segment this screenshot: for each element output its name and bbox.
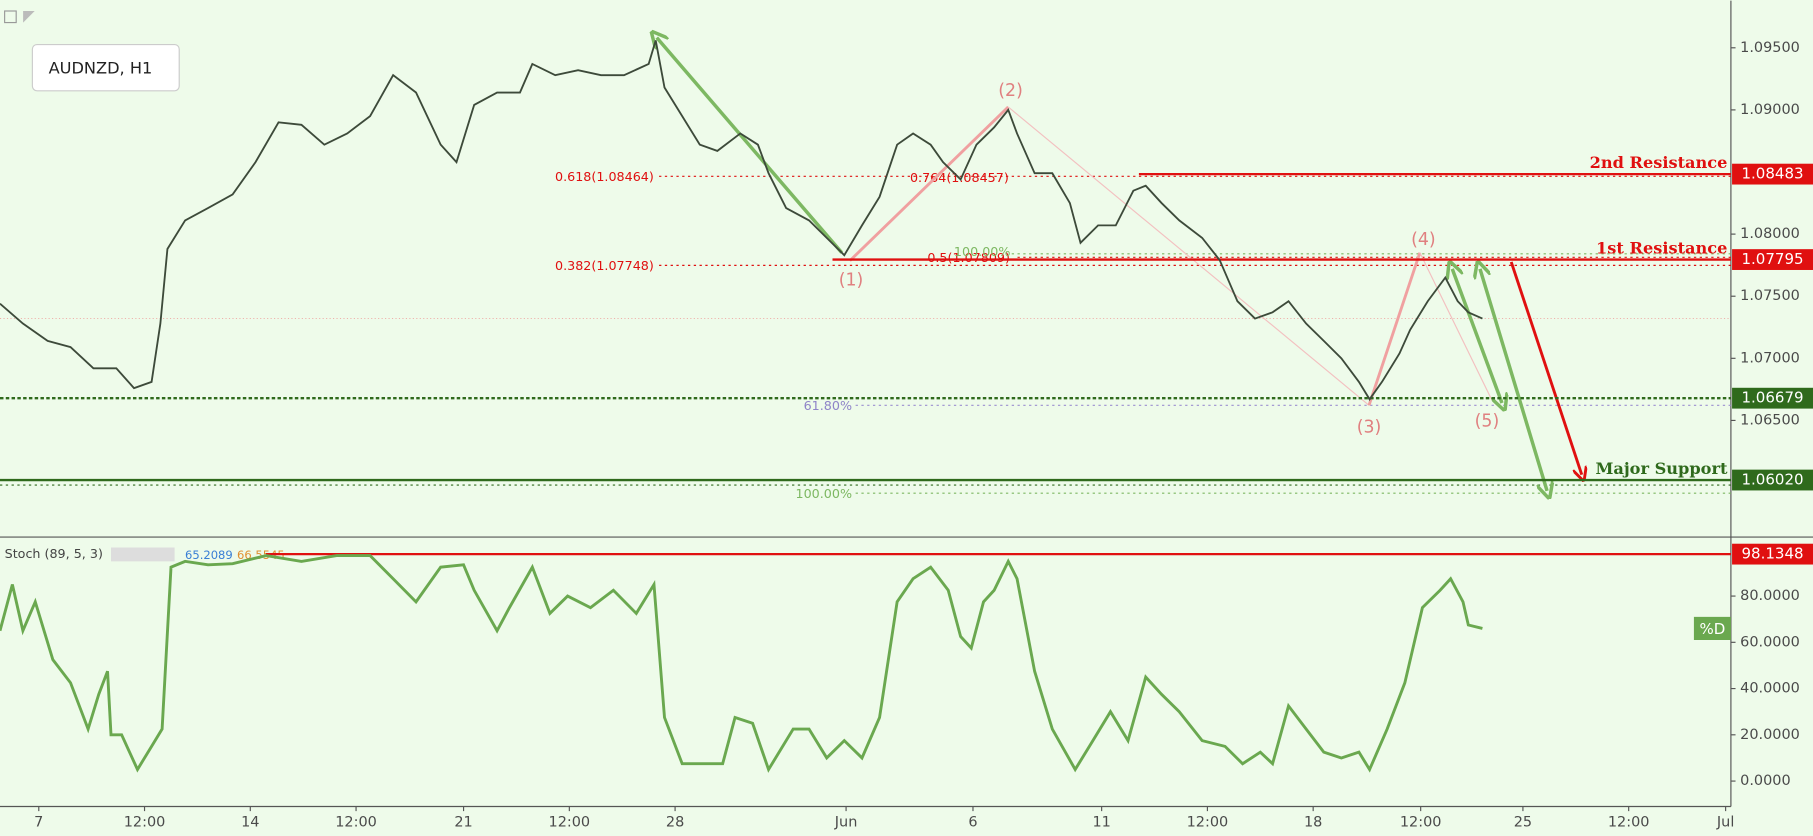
- series-tag: [1693, 616, 1731, 640]
- y-tick-label: 60.0000: [1740, 634, 1800, 650]
- x-tick-label: 28: [666, 815, 684, 831]
- series-line: [0, 554, 1483, 773]
- x-tick-label: 18: [1304, 815, 1322, 831]
- x-tick-label: 7: [34, 815, 43, 831]
- wave-label: (4): [1411, 230, 1436, 250]
- fib-label: 100.00%: [954, 244, 1011, 259]
- indicator-icons[interactable]: [111, 547, 175, 562]
- level-name: 2nd Resistance: [1590, 153, 1728, 172]
- series-line: [0, 40, 1483, 401]
- level-tag-label: 98.1348: [1741, 545, 1803, 563]
- icon[interactable]: [4, 10, 17, 24]
- y-tick-label: 1.09000: [1740, 102, 1800, 118]
- fib-label: 0.618(1.08464): [555, 169, 654, 184]
- x-tick-label: 12:00: [1187, 815, 1229, 831]
- x-tick-label: 21: [454, 815, 472, 831]
- y-tick-label: 20.0000: [1740, 727, 1800, 743]
- fib-label: 0.382(1.07748): [555, 258, 654, 273]
- wave-label: (3): [1357, 417, 1382, 437]
- fib-label: 61.80%: [804, 398, 852, 413]
- level-tag: [1732, 469, 1813, 491]
- x-tick-label: 12:00: [124, 815, 166, 831]
- level-name: Major Support: [1595, 459, 1728, 478]
- y-tick-label: 1.07500: [1740, 288, 1800, 304]
- x-tick-label: 6: [968, 815, 977, 831]
- x-tick-label: Jun: [834, 815, 858, 831]
- symbol-box: [31, 43, 180, 92]
- y-tick-label: 1.06500: [1740, 412, 1800, 428]
- icon[interactable]: [23, 11, 35, 23]
- x-tick-label: 11: [1092, 815, 1110, 831]
- wave-line: [1007, 106, 1370, 406]
- wave-label: (1): [839, 270, 864, 290]
- readout: 65.2089: [185, 548, 233, 562]
- fib-label: 100.00%: [796, 486, 853, 501]
- indicator-title: Stoch (89, 5, 3): [5, 546, 103, 561]
- level-tag: [1732, 163, 1813, 185]
- arrow: [1509, 261, 1582, 475]
- y-tick-label: 1.07000: [1740, 350, 1800, 366]
- arrow: [657, 38, 844, 254]
- y-tick-label: 0.0000: [1740, 773, 1791, 789]
- level-tag-label: 1.06679: [1741, 389, 1803, 407]
- wave-line: [1367, 252, 1422, 406]
- level-tag-label: 1.06020: [1741, 471, 1803, 489]
- x-tick-label: 14: [241, 815, 259, 831]
- y-tick-label: 1.08000: [1740, 226, 1800, 242]
- level-name: 1st Resistance: [1596, 239, 1727, 258]
- series-tag-label: %D: [1699, 620, 1725, 638]
- symbol-title: AUDNZD, H1: [49, 58, 153, 77]
- x-tick-label: 12:00: [1608, 815, 1650, 831]
- y-tick-label: 80.0000: [1740, 588, 1800, 604]
- y-tick-label: 1.09500: [1740, 40, 1800, 56]
- level-tag: [1732, 249, 1813, 270]
- wave-line: [848, 105, 1010, 262]
- level-tag-label: 1.08483: [1741, 165, 1803, 183]
- x-tick-label: Jul: [1716, 815, 1734, 831]
- level-tag: [1732, 387, 1813, 409]
- x-tick-label: 12:00: [549, 815, 591, 831]
- wave-label: (2): [998, 81, 1023, 101]
- level-tag: [1732, 543, 1813, 565]
- x-tick-label: 12:00: [335, 815, 377, 831]
- level-tag-label: 1.07795: [1741, 250, 1803, 268]
- y-tick-label: 40.0000: [1740, 681, 1800, 697]
- fib-label: 0.5(1.07809): [927, 250, 1010, 265]
- arrow: [1480, 269, 1547, 491]
- x-tick-label: 12:00: [1400, 815, 1442, 831]
- wave-label: (5): [1475, 411, 1500, 431]
- x-tick-label: 25: [1514, 815, 1532, 831]
